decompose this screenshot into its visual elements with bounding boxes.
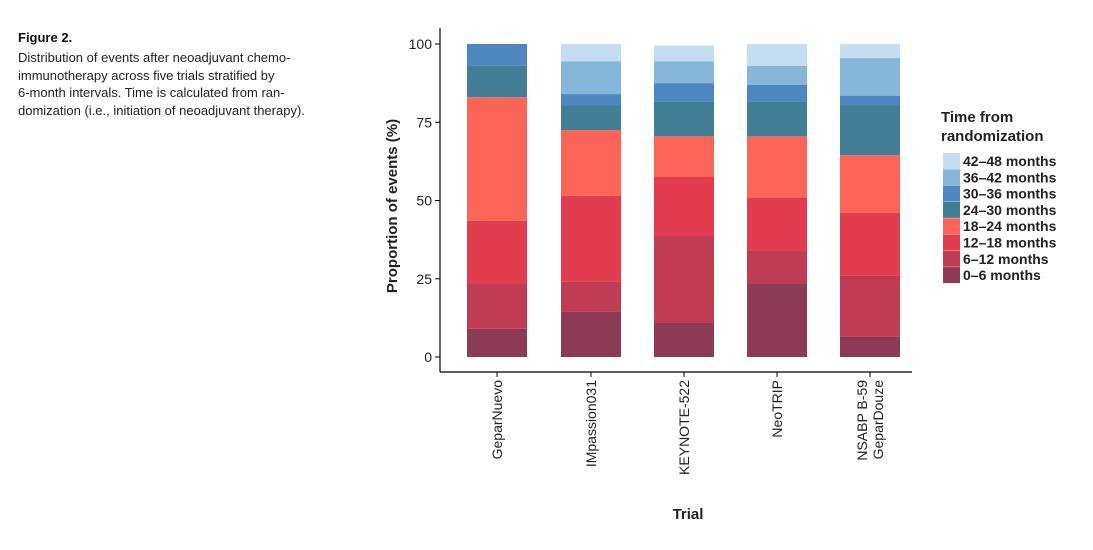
y-tick-label: 75 xyxy=(416,114,432,130)
legend-swatch xyxy=(943,185,960,202)
legend-label: 30–36 months xyxy=(963,186,1057,202)
caption-line: Distribution of events after neoadjuvant… xyxy=(18,50,291,65)
x-tick-label: KEYNOTE-522 xyxy=(676,380,692,475)
legend-label: 0–6 months xyxy=(963,267,1041,283)
legend-swatch xyxy=(943,234,960,251)
bar-segment xyxy=(840,95,900,106)
bar-segment xyxy=(654,136,714,178)
bar-segment xyxy=(747,101,807,137)
bar-segment xyxy=(561,130,621,196)
x-tick-label: NeoTRIP xyxy=(769,380,785,438)
caption-line: 6-month intervals. Time is calculated fr… xyxy=(18,85,285,100)
bar-segment xyxy=(561,311,621,357)
x-tick-label: NSABP B-59 xyxy=(854,380,870,461)
bar-segment xyxy=(840,58,900,96)
legend-label: 24–30 months xyxy=(963,202,1057,218)
y-tick-label: 100 xyxy=(409,36,433,52)
legend-swatch xyxy=(943,153,960,169)
bar-segment xyxy=(654,236,714,323)
bar-segment xyxy=(654,45,714,62)
caption-line: immunotherapy across five trials stratif… xyxy=(18,67,275,83)
legend-label: 42–48 months xyxy=(963,153,1057,169)
bar-segment xyxy=(654,177,714,237)
legend-title: randomization xyxy=(941,128,1044,145)
bar-segment xyxy=(747,84,807,102)
legend-swatch xyxy=(943,169,960,186)
bar-segment xyxy=(747,65,807,85)
bar-segment xyxy=(747,197,807,251)
bar-segment xyxy=(654,101,714,137)
bar-segment xyxy=(840,275,900,337)
bar-segment xyxy=(561,281,621,312)
legend-label: 18–24 months xyxy=(963,218,1057,234)
bar-segment xyxy=(467,328,527,357)
bar-segment xyxy=(467,44,527,66)
legend-title: Time from xyxy=(941,109,1013,126)
legend-label: 6–12 months xyxy=(963,251,1049,267)
bar-segment xyxy=(561,61,621,95)
bar-segment xyxy=(840,213,900,276)
y-tick-label: 25 xyxy=(416,271,432,287)
bar-segment xyxy=(747,44,807,66)
x-axis-title: Trial xyxy=(673,506,704,523)
bar-segment xyxy=(840,44,900,59)
legend-label: 12–18 months xyxy=(963,235,1057,251)
bar-segment xyxy=(840,336,900,357)
bar-segment xyxy=(747,250,807,284)
bar-segment xyxy=(840,155,900,214)
figure-caption: Figure 2. Distribution of events after n… xyxy=(18,30,358,119)
bar-segment xyxy=(467,283,527,329)
bar-segment xyxy=(654,322,714,357)
bar-segment xyxy=(561,105,621,131)
legend-swatch xyxy=(943,267,960,284)
bar-segment xyxy=(561,44,621,62)
caption-line: domization (i.e., initiation of neoadjuv… xyxy=(18,102,305,118)
bar-segment xyxy=(467,97,527,221)
legend-swatch xyxy=(943,250,960,267)
bar-segment xyxy=(467,65,527,98)
x-tick-label: IMpassion031 xyxy=(583,380,599,467)
y-tick-label: 0 xyxy=(424,349,432,365)
legend-label: 36–42 months xyxy=(963,169,1057,185)
legend-swatch xyxy=(943,218,960,235)
caption-text: Distribution of events after neoadjuvant… xyxy=(18,49,358,119)
y-tick-label: 50 xyxy=(416,193,432,209)
x-tick-label: GeparNuevo xyxy=(489,380,505,460)
legend-swatch xyxy=(943,201,960,218)
bar-segment xyxy=(561,94,621,106)
bar-segment xyxy=(561,195,621,282)
bar-segment xyxy=(747,283,807,357)
bar-segment xyxy=(747,136,807,198)
bar-segment xyxy=(654,83,714,102)
figure-label: Figure 2. xyxy=(18,30,73,45)
y-axis-title: Proportion of events (%) xyxy=(384,119,401,293)
bar-segment xyxy=(840,105,900,156)
bar-segment xyxy=(654,61,714,84)
bar-segment xyxy=(467,220,527,284)
x-tick-label: GeparDouze xyxy=(870,380,886,460)
